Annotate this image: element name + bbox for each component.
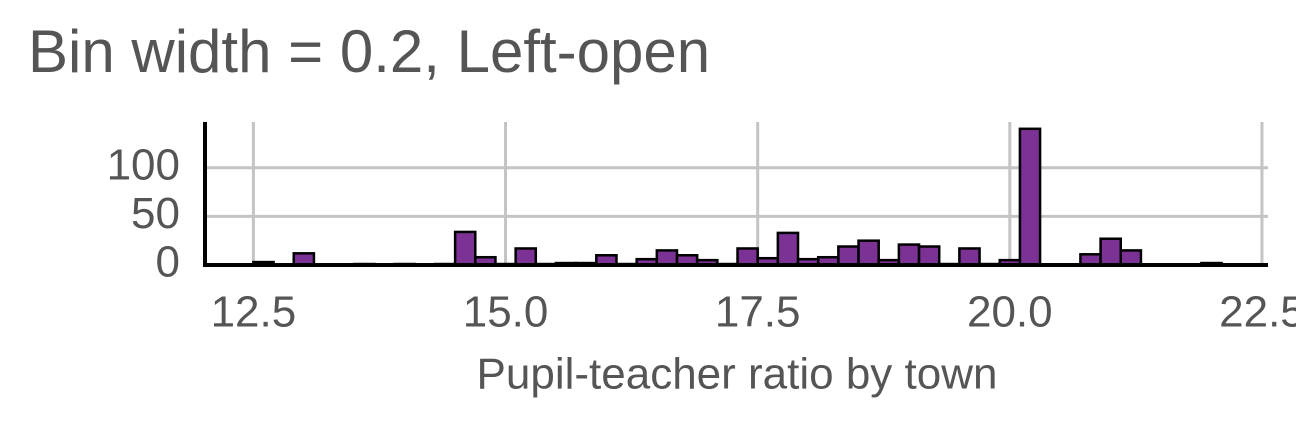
bar (917, 245, 941, 267)
bar (1099, 237, 1123, 267)
y-tick-label: 50 (131, 189, 180, 238)
y-tick-label: 100 (107, 140, 180, 189)
x-tick-label: 17.5 (715, 288, 801, 337)
bar (837, 245, 860, 267)
x-tick-label: 15.0 (463, 288, 549, 337)
y-tick-label: 0 (156, 238, 180, 287)
bar (897, 243, 921, 267)
bar (1119, 249, 1143, 267)
chart-title: Bin width = 0.2, Left-open (28, 18, 710, 85)
bar (655, 249, 679, 267)
x-axis-title: Pupil-teacher ratio by town (477, 350, 998, 399)
x-tick-label: 12.5 (211, 288, 297, 337)
x-tick-label: 22.5 (1219, 288, 1296, 337)
bar (736, 247, 759, 267)
bar (1018, 127, 1042, 267)
bar (514, 247, 538, 267)
bar (453, 230, 477, 267)
x-tick-label: 20.0 (967, 288, 1053, 337)
bar (958, 247, 981, 267)
bar (857, 239, 880, 267)
bar (776, 231, 800, 267)
